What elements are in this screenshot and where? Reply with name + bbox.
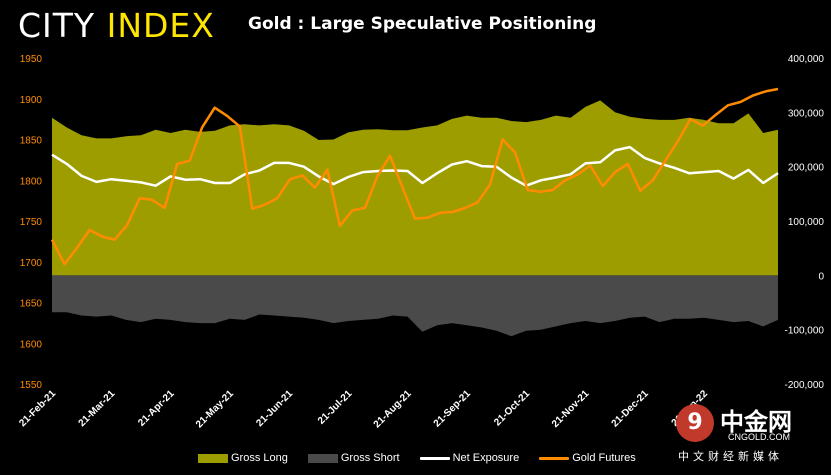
x-axis-tick-label: 21-Oct-21 [492,388,532,428]
series-area-gross-long [52,100,778,276]
right-axis-tick-label: 200,000 [788,163,825,174]
x-axis-tick-label: 21-Feb-21 [17,388,58,429]
series-area-gross-short [52,275,778,337]
watermark-name: 中金网 [720,408,792,436]
legend-label-gold-futures: Gold Futures [572,452,636,464]
legend-swatch-gross-short [307,453,338,463]
legend-swatch-gold-futures [539,456,570,460]
brand-logo: CITY INDEX [18,6,215,45]
legend-swatch-gross-long [198,453,228,463]
x-axis-tick-label: 21-Mar-21 [77,388,118,429]
watermark-logo-icon: 9 [676,404,714,442]
watermark: 9 中金网 CNGOLD.COM 中文财经新媒体 [672,398,827,470]
legend-item-net-exposure: Net Exposure [419,452,520,464]
watermark-domain: CNGOLD.COM [728,432,791,442]
x-axis-tick-label: 21-Nov-21 [550,388,592,430]
right-axis-tick-label: 0 [818,271,824,282]
watermark-tagline: 中文财经新媒体 [678,450,783,463]
x-axis-tick-label: 21-Aug-21 [372,388,414,430]
right-axis-tick-label: -200,000 [785,380,825,391]
plot-area [50,87,779,337]
legend-label-net-exposure: Net Exposure [452,452,520,464]
brand-logo-part1: CITY [18,6,96,45]
chart-title: Gold : Large Speculative Positioning [248,14,597,34]
left-axis-tick-label: 1550 [20,380,43,391]
x-axis-tick-label: 21-Apr-21 [136,388,177,429]
x-axis-tick-label: 21-Jul-21 [316,388,355,427]
legend-item-gross-short: Gross Short [307,452,400,464]
brand-logo-part2: INDEX [106,6,215,45]
x-axis-tick-label: 21-Sep-21 [432,388,473,429]
x-axis-tick-label: 21-Jun-21 [254,388,295,429]
x-axis-tick-label: 21-Dec-21 [610,388,651,429]
right-axis-tick-label: 100,000 [788,217,825,228]
legend-item-gross-long: Gross Long [198,452,288,464]
left-axis-tick-label: 1750 [20,217,43,228]
x-axis-tick-label: 21-May-21 [194,388,236,430]
left-axis-tick-label: 1900 [20,95,43,106]
legend-label-gross-short: Gross Short [340,452,400,464]
left-axis-tick-label: 1600 [20,339,43,350]
left-axis-tick-label: 1800 [20,176,43,187]
right-axis-tick-label: 400,000 [788,54,825,65]
legend: Gross Long Gross Short Net Exposure Gold… [198,450,656,466]
series-line-gold-futures [50,87,779,266]
legend-label-gross-long: Gross Long [231,452,288,464]
left-axis-tick-label: 1850 [20,136,43,147]
right-axis-tick-label: 300,000 [788,108,825,119]
left-axis-tick-label: 1650 [20,299,43,310]
right-axis-tick-label: -100,000 [785,326,825,337]
left-axis-tick-label: 1950 [20,54,43,65]
legend-item-gold-futures: Gold Futures [539,452,636,464]
left-axis-tick-label: 1700 [20,258,43,269]
legend-swatch-net-exposure [419,456,450,460]
